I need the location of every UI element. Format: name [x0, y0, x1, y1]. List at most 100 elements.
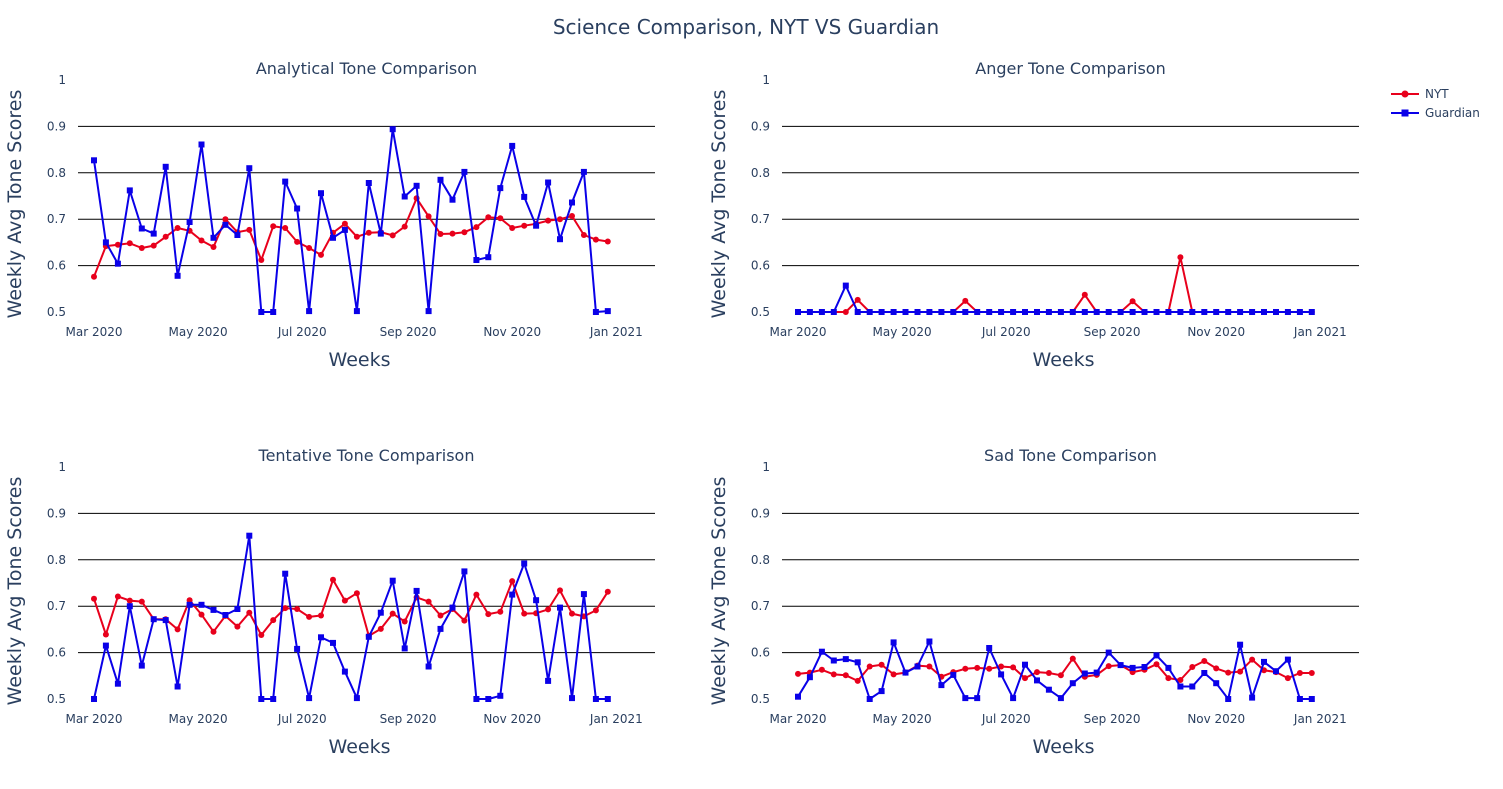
- data-point-nyt: [222, 216, 229, 223]
- data-point-guardian: [914, 309, 921, 315]
- data-point-nyt: [557, 587, 563, 594]
- data-point-guardian: [1010, 309, 1017, 315]
- data-point-nyt: [842, 309, 849, 315]
- data-point-guardian: [258, 696, 265, 702]
- y-tick-label: 0.5: [47, 305, 66, 319]
- data-point-nyt: [162, 233, 169, 240]
- data-point-guardian: [938, 682, 945, 689]
- y-tick-label: 0.8: [47, 166, 66, 180]
- data-point-guardian: [258, 309, 265, 315]
- series-guardian: [91, 532, 611, 702]
- data-point-nyt: [509, 578, 516, 585]
- data-point-nyt: [1165, 675, 1172, 682]
- data-point-nyt: [186, 597, 193, 604]
- data-point-guardian: [1213, 680, 1220, 687]
- x-tick-label: Mar 2020: [770, 325, 827, 339]
- series-guardian: [795, 638, 1315, 702]
- data-point-nyt: [150, 242, 157, 249]
- data-point-nyt: [138, 598, 145, 605]
- legend-item-guardian[interactable]: Guardian: [1391, 106, 1480, 120]
- data-point-guardian: [1225, 696, 1232, 702]
- data-point-nyt: [449, 230, 456, 237]
- data-point-guardian: [497, 185, 504, 192]
- data-point-nyt: [842, 672, 849, 679]
- data-point-nyt: [545, 606, 552, 613]
- data-point-guardian: [413, 587, 420, 594]
- data-point-guardian: [854, 309, 861, 315]
- data-point-guardian: [282, 178, 289, 185]
- subplot-title: Tentative Tone Comparison: [258, 446, 475, 465]
- data-point-guardian: [902, 309, 909, 315]
- data-point-nyt: [91, 595, 97, 602]
- data-point-guardian: [1189, 683, 1196, 690]
- data-point-guardian: [926, 309, 933, 315]
- data-point-nyt: [318, 612, 324, 619]
- data-point-guardian: [950, 671, 957, 678]
- data-point-guardian: [210, 606, 217, 613]
- data-point-guardian: [485, 696, 492, 702]
- data-point-nyt: [818, 666, 825, 673]
- y-tick-label: 1: [58, 73, 66, 87]
- legend[interactable]: NYT Guardian: [1391, 87, 1480, 120]
- data-point-guardian: [246, 165, 253, 172]
- data-point-guardian: [437, 176, 444, 183]
- data-point-guardian: [270, 309, 277, 315]
- data-point-guardian: [998, 671, 1005, 678]
- data-point-nyt: [962, 665, 969, 672]
- data-point-guardian: [1308, 309, 1315, 315]
- data-point-guardian: [1296, 309, 1303, 315]
- data-point-guardian: [222, 612, 229, 618]
- data-point-guardian: [854, 659, 861, 666]
- data-point-nyt: [545, 217, 552, 224]
- x-tick-label: Sep 2020: [380, 712, 437, 726]
- data-point-nyt: [1177, 254, 1184, 261]
- data-point-guardian: [950, 309, 957, 315]
- data-point-nyt: [174, 626, 181, 633]
- data-point-guardian: [533, 222, 540, 229]
- x-tick-label: Nov 2020: [483, 712, 541, 726]
- data-point-nyt: [580, 232, 587, 238]
- data-point-guardian: [1213, 309, 1220, 315]
- data-point-guardian: [1225, 309, 1232, 315]
- data-point-nyt: [854, 296, 861, 303]
- x-tick-label: Jan 2021: [589, 325, 643, 339]
- data-point-nyt: [306, 613, 313, 620]
- data-point-guardian: [998, 309, 1005, 315]
- legend-item-nyt[interactable]: NYT: [1391, 87, 1449, 101]
- data-point-guardian: [425, 663, 432, 670]
- data-point-guardian: [842, 282, 849, 289]
- data-point-guardian: [1034, 309, 1040, 315]
- data-point-nyt: [377, 625, 384, 632]
- data-point-nyt: [341, 220, 348, 227]
- data-point-nyt: [497, 608, 504, 615]
- data-point-guardian: [604, 308, 611, 315]
- data-point-guardian: [114, 260, 121, 267]
- data-point-nyt: [102, 631, 109, 638]
- y-tick-label: 0.8: [47, 553, 66, 567]
- data-point-nyt: [365, 229, 372, 236]
- data-point-guardian: [545, 677, 552, 684]
- data-point-guardian: [138, 662, 145, 669]
- x-tick-label: Nov 2020: [483, 325, 541, 339]
- data-point-guardian: [986, 309, 993, 315]
- data-point-guardian: [102, 642, 109, 649]
- data-point-nyt: [485, 214, 492, 221]
- data-point-guardian: [91, 157, 97, 164]
- data-point-guardian: [1093, 669, 1100, 676]
- x-axis-title: Weeks: [329, 736, 391, 758]
- data-point-guardian: [318, 190, 324, 197]
- series-nyt: [795, 254, 1315, 315]
- data-point-guardian: [1034, 677, 1040, 684]
- data-point-nyt: [1284, 675, 1291, 682]
- data-point-nyt: [389, 232, 396, 239]
- data-point-nyt: [425, 598, 432, 605]
- data-point-nyt: [389, 610, 396, 617]
- data-point-guardian: [1153, 309, 1160, 315]
- data-point-guardian: [914, 663, 921, 670]
- data-point-guardian: [449, 604, 456, 611]
- figure-title: Science Comparison, NYT VS Guardian: [553, 15, 939, 39]
- data-point-nyt: [795, 670, 801, 677]
- data-point-guardian: [604, 696, 611, 702]
